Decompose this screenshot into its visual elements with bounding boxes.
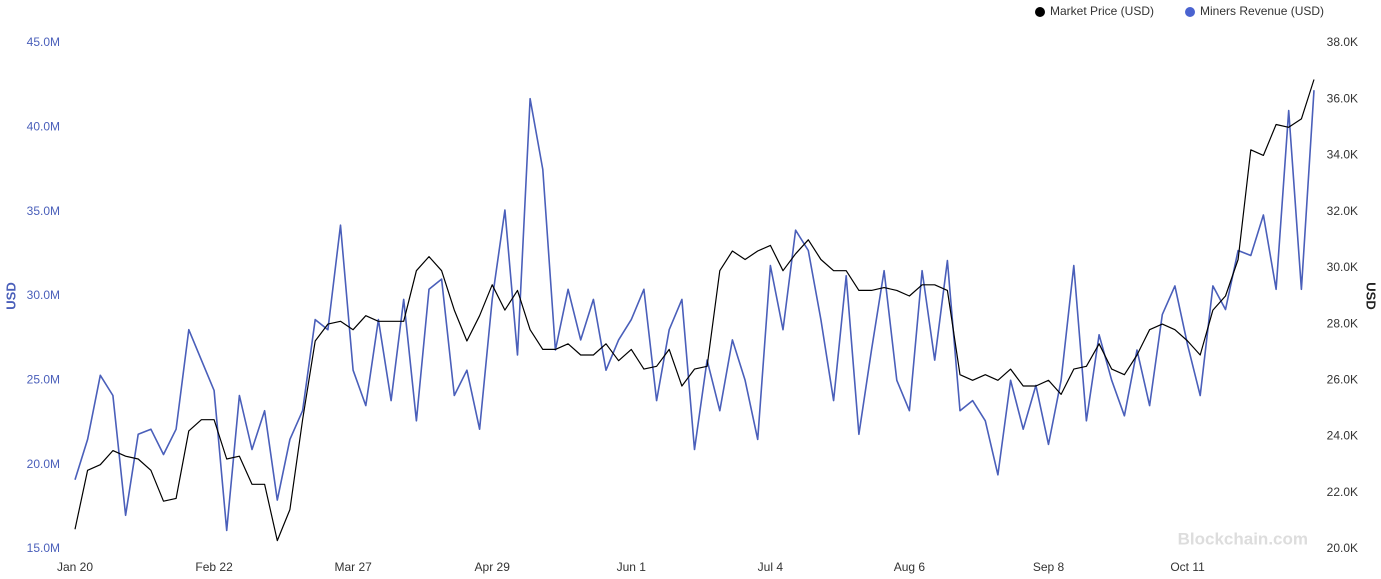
legend-label: Market Price (USD) <box>1050 4 1154 18</box>
x-tick-label: Jun 1 <box>617 560 647 574</box>
y2-tick-label: 36.0K <box>1327 91 1358 105</box>
x-tick-label: Jan 20 <box>57 560 93 574</box>
legend-marker <box>1035 7 1045 17</box>
x-tick-label: Mar 27 <box>334 560 372 574</box>
y-tick-label: 20.0M <box>27 457 60 471</box>
y2-tick-label: 24.0K <box>1327 429 1358 443</box>
y-tick-label: 25.0M <box>27 373 60 387</box>
series-line <box>74 90 1315 532</box>
x-tick-label: Oct 11 <box>1170 560 1205 574</box>
series-line <box>74 79 1315 542</box>
x-tick-label: Aug 6 <box>894 560 926 574</box>
legend-marker <box>1185 7 1196 17</box>
x-tick-label: Sep 8 <box>1033 560 1065 574</box>
y-tick-label: 45.0M <box>27 35 60 49</box>
y2-tick-label: 22.0K <box>1327 485 1358 499</box>
legend-label: Miners Revenue (USD) <box>1200 4 1324 18</box>
y-tick-label: 40.0M <box>27 120 60 134</box>
y2-tick-label: 34.0K <box>1327 148 1358 162</box>
y-tick-label: 15.0M <box>27 541 60 555</box>
y-axis-label: USD <box>3 282 18 309</box>
y2-tick-label: 26.0K <box>1327 373 1358 387</box>
x-tick-label: Apr 29 <box>475 560 511 574</box>
y2-tick-label: 32.0K <box>1327 204 1358 218</box>
y-tick-label: 35.0M <box>27 204 60 218</box>
y2-tick-label: 20.0K <box>1327 541 1358 555</box>
y2-tick-label: 30.0K <box>1327 260 1358 274</box>
x-tick-label: Jul 4 <box>758 560 784 574</box>
y-tick-label: 30.0M <box>27 288 60 302</box>
y2-axis-label: USD <box>1364 282 1379 309</box>
x-tick-label: Feb 22 <box>195 560 233 574</box>
y2-tick-label: 28.0K <box>1327 316 1358 330</box>
watermark: Blockchain.com <box>1178 529 1308 548</box>
y2-tick-label: 38.0K <box>1327 35 1358 49</box>
